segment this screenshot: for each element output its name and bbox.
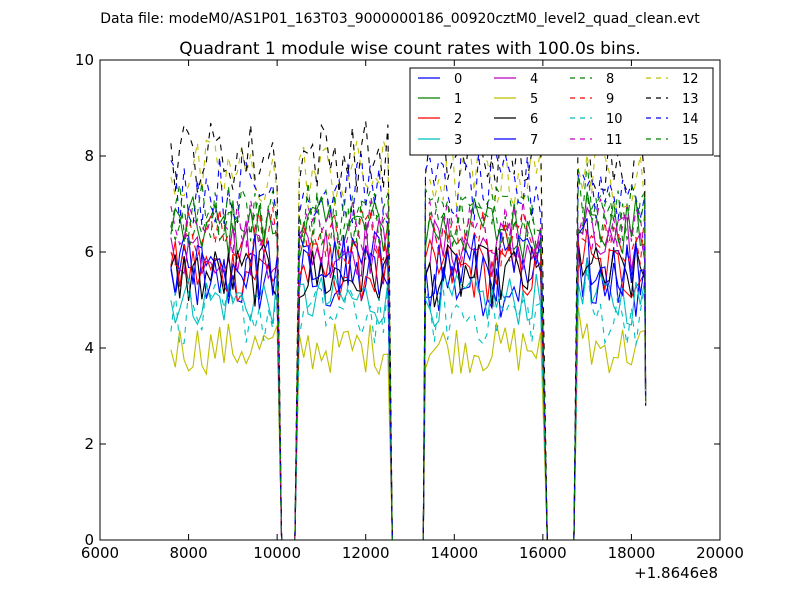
x-tick-label: 20000 bbox=[696, 544, 744, 562]
y-tick-label: 8 bbox=[84, 147, 94, 165]
y-tick-label: 4 bbox=[84, 339, 94, 357]
y-tick-label: 0 bbox=[84, 531, 94, 549]
x-tick-label: 8000 bbox=[169, 544, 207, 562]
legend-label-2: 2 bbox=[454, 112, 462, 127]
plot-frame bbox=[99, 59, 721, 541]
legend-label-12: 12 bbox=[682, 72, 699, 87]
x-tick-label: 12000 bbox=[342, 544, 390, 562]
series-lines bbox=[170, 112, 647, 541]
legend-label-8: 8 bbox=[606, 72, 614, 87]
legend-label-3: 3 bbox=[454, 133, 462, 148]
x-tick-label: 6000 bbox=[81, 544, 119, 562]
legend-label-9: 9 bbox=[606, 92, 614, 107]
legend-label-13: 13 bbox=[682, 92, 699, 107]
x-offset-text: +1.8646e8 bbox=[634, 564, 718, 582]
series-line-10 bbox=[170, 268, 647, 541]
chart-title: Quadrant 1 module wise count rates with … bbox=[179, 39, 640, 59]
legend-label-7: 7 bbox=[530, 133, 538, 148]
legend-label-10: 10 bbox=[606, 112, 623, 127]
legend-label-1: 1 bbox=[454, 92, 462, 107]
y-tick-label: 10 bbox=[75, 51, 94, 69]
y-tick-label: 2 bbox=[84, 435, 94, 453]
series-line-15 bbox=[170, 162, 647, 541]
legend-label-11: 11 bbox=[606, 133, 623, 148]
legend-label-4: 4 bbox=[530, 72, 538, 87]
axes: 6000 8000 10000 12000 14000 16000 18000 20000 0 2… bbox=[75, 51, 744, 562]
legend-label-5: 5 bbox=[530, 92, 538, 107]
x-tick-label: 18000 bbox=[608, 544, 656, 562]
legend-label-14: 14 bbox=[682, 112, 699, 127]
x-tick-label: 16000 bbox=[519, 544, 567, 562]
series-line-9 bbox=[170, 206, 647, 541]
legend-label-6: 6 bbox=[530, 112, 538, 127]
y-tick-label: 6 bbox=[84, 243, 94, 261]
x-tick-label: 14000 bbox=[430, 544, 478, 562]
legend-label-15: 15 bbox=[682, 133, 699, 148]
legend-label-0: 0 bbox=[454, 72, 462, 87]
legend-frame bbox=[409, 67, 714, 156]
figure-suptitle: Data file: modeM0/AS1P01_163T03_90000001… bbox=[100, 11, 700, 27]
series-line-5 bbox=[170, 307, 647, 541]
x-tick-label: 10000 bbox=[253, 544, 301, 562]
